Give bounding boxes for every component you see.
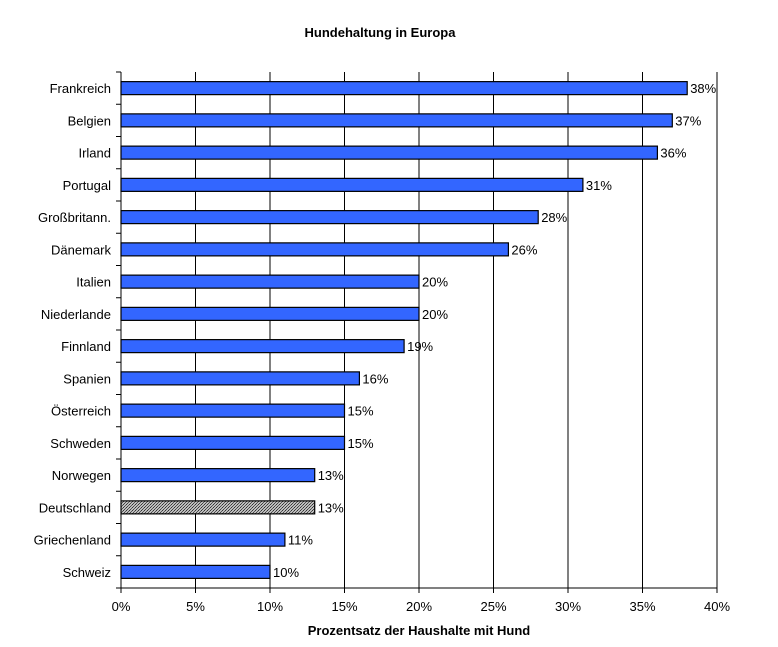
bar-norwegen bbox=[120, 468, 316, 483]
bar-spanien bbox=[120, 371, 360, 386]
x-tick-label: 40% bbox=[704, 599, 730, 614]
data-label: 38% bbox=[690, 81, 716, 96]
category-label: Deutschland bbox=[39, 500, 111, 515]
data-label: 15% bbox=[348, 436, 374, 451]
bar-schweden bbox=[120, 435, 346, 450]
x-axis-label: Prozentsatz der Haushalte mit Hund bbox=[308, 623, 531, 638]
category-label: Irland bbox=[78, 146, 111, 161]
category-label: Schweiz bbox=[63, 565, 111, 580]
data-label: 15% bbox=[348, 404, 374, 419]
x-tick-label: 5% bbox=[186, 599, 205, 614]
x-tick-label: 30% bbox=[555, 599, 581, 614]
data-label: 10% bbox=[273, 565, 299, 580]
data-label: 36% bbox=[660, 146, 686, 161]
data-label: 28% bbox=[541, 210, 567, 225]
category-label: Italien bbox=[76, 275, 111, 290]
data-label: 26% bbox=[511, 242, 537, 257]
data-label: 11% bbox=[288, 533, 313, 548]
x-tick-label: 10% bbox=[257, 599, 283, 614]
category-label: Portugal bbox=[63, 178, 112, 193]
bar-großbritann- bbox=[120, 210, 539, 225]
bar-dänemark bbox=[120, 242, 509, 257]
category-label: Norwegen bbox=[52, 468, 111, 483]
tick-labels: 0% 5% 10% 15% 20% 25% 30% 35% 40% bbox=[112, 599, 731, 614]
category-label: Dänemark bbox=[51, 242, 111, 257]
bar-irland bbox=[120, 145, 659, 160]
category-label: Großbritann. bbox=[38, 210, 111, 225]
category-label: Spanien bbox=[63, 371, 111, 386]
bar-deutschland bbox=[120, 500, 316, 515]
x-tick-label: 0% bbox=[112, 599, 131, 614]
data-label: 20% bbox=[422, 307, 448, 322]
x-tick-label: 35% bbox=[629, 599, 655, 614]
data-label: 19% bbox=[407, 339, 433, 354]
x-tick-label: 25% bbox=[480, 599, 506, 614]
bar-belgien bbox=[120, 113, 673, 128]
data-label: 16% bbox=[362, 371, 388, 386]
data-label: 20% bbox=[422, 275, 448, 290]
category-label: Schweden bbox=[50, 436, 111, 451]
category-label: Griechenland bbox=[34, 533, 111, 548]
axes bbox=[116, 71, 718, 593]
category-label: Belgien bbox=[68, 113, 111, 128]
bar-italien bbox=[120, 274, 420, 289]
data-label: 31% bbox=[586, 178, 612, 193]
category-label: Finnland bbox=[61, 339, 111, 354]
data-label: 13% bbox=[318, 500, 344, 515]
bar-frankreich bbox=[120, 81, 688, 96]
chart-title: Hundehaltung in Europa bbox=[305, 25, 457, 40]
x-tick-label: 20% bbox=[406, 599, 432, 614]
bar-schweiz bbox=[120, 564, 271, 579]
bar-griechenland bbox=[120, 532, 286, 547]
category-label: Österreich bbox=[51, 404, 111, 419]
bar-portugal bbox=[120, 177, 584, 192]
x-tick-label: 15% bbox=[331, 599, 357, 614]
category-label: Frankreich bbox=[50, 81, 111, 96]
bar-österreich bbox=[120, 403, 346, 418]
category-label: Niederlande bbox=[41, 307, 111, 322]
bar-niederlande bbox=[120, 306, 420, 321]
bar-finnland bbox=[120, 339, 405, 354]
category-labels: Frankreich Belgien Irland Portugal Großbrita… bbox=[34, 81, 112, 580]
data-labels: 38% 37% 36% 31% 28% 26% 20% 20% 19% 16% 15% 15% 13% 1… bbox=[273, 81, 717, 580]
data-label: 13% bbox=[318, 468, 344, 483]
bars bbox=[120, 81, 688, 579]
data-label: 37% bbox=[675, 113, 701, 128]
